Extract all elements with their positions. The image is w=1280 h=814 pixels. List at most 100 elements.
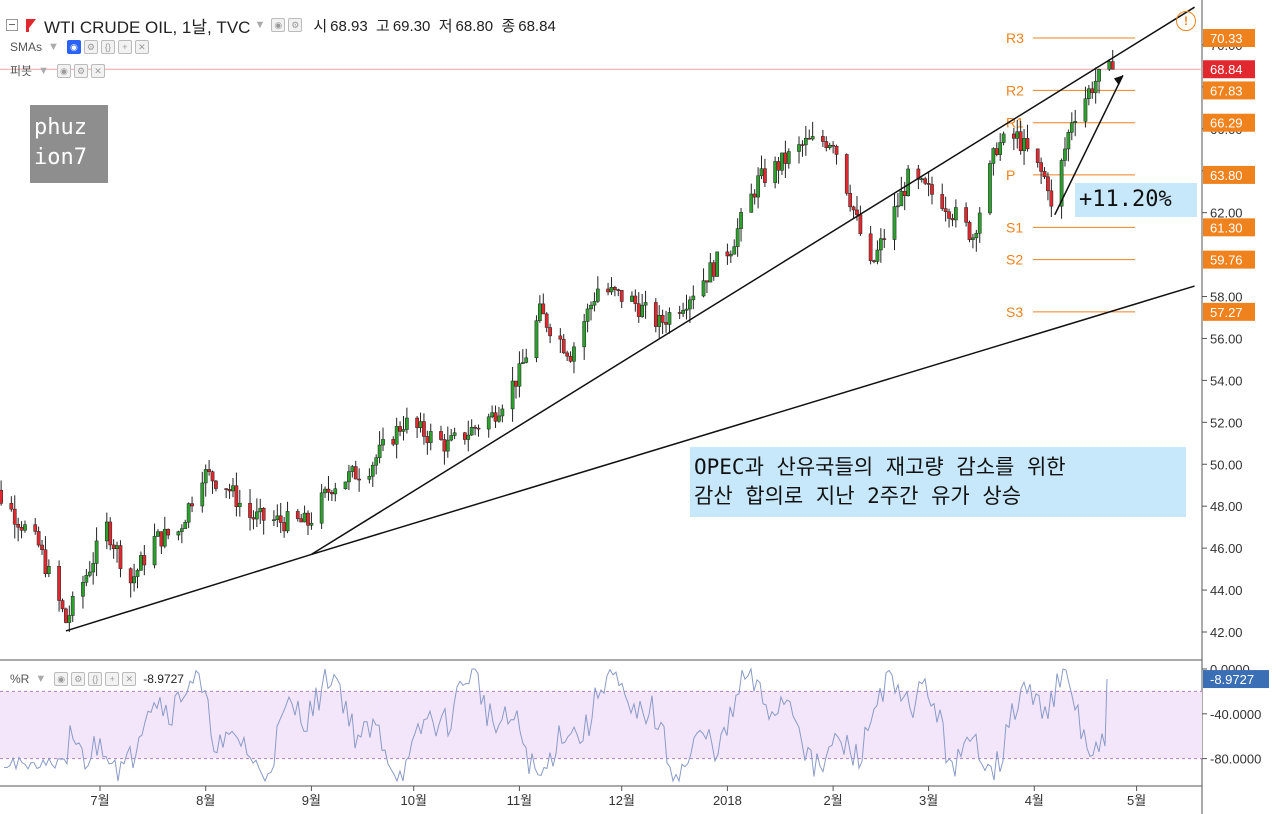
candle-body xyxy=(759,168,764,177)
candle-body xyxy=(357,478,361,481)
wr-legend[interactable]: %R ▼ ◉ ⚙ {} + ✕ -8.9727 xyxy=(10,672,184,686)
candle-body xyxy=(278,515,283,523)
candle-body xyxy=(439,431,443,440)
candle-body xyxy=(544,313,549,328)
candle-body xyxy=(800,144,805,146)
candle-body xyxy=(565,352,569,357)
candle-body xyxy=(493,412,498,422)
candle-body xyxy=(139,555,143,571)
candle-body xyxy=(128,568,133,584)
candle-body xyxy=(950,218,955,221)
candle-body xyxy=(497,415,501,422)
candle-body xyxy=(954,207,958,221)
candle-body xyxy=(786,151,791,164)
candle-body xyxy=(827,144,832,148)
candle-body xyxy=(998,142,1003,155)
symbol-flag-icon xyxy=(26,18,36,32)
candle-body xyxy=(1046,176,1050,192)
alert-icon[interactable]: ! xyxy=(1176,11,1196,31)
watermark: phuz ion7 xyxy=(30,105,108,183)
candle-body xyxy=(919,178,924,180)
chevron-down-icon[interactable]: ▼ xyxy=(38,64,49,77)
candle-body xyxy=(821,136,825,142)
candle-body xyxy=(248,502,252,518)
eye-icon[interactable]: ◉ xyxy=(271,18,286,32)
wr-line xyxy=(3,667,1108,783)
x-tick-label: 2월 xyxy=(824,793,843,808)
x-tick-label: 11월 xyxy=(507,793,532,808)
candle-body xyxy=(609,287,614,293)
pivot-legend[interactable]: 피봇 ▼ ◉ ⚙ ✕ xyxy=(10,62,108,79)
candle-body xyxy=(227,489,232,492)
candle-body xyxy=(183,521,188,529)
note-line-2: 감산 합의로 지난 2주간 유가 상승 xyxy=(694,484,1022,508)
candle-body xyxy=(1018,131,1023,151)
candle-body xyxy=(1042,171,1047,177)
candle-body xyxy=(258,507,263,513)
candle-body xyxy=(1001,133,1006,143)
eye-icon[interactable]: ◉ xyxy=(54,672,69,686)
candle-body xyxy=(899,190,904,207)
candle-body xyxy=(333,488,338,495)
candle-body xyxy=(1069,122,1074,133)
candle-body xyxy=(776,161,781,171)
sma-label: SMAs xyxy=(10,40,43,54)
candle-body xyxy=(548,327,552,337)
pivot-label: R3 xyxy=(1006,30,1024,46)
collapse-icon[interactable] xyxy=(6,19,18,31)
candle-body xyxy=(568,355,573,362)
pivot-price-tag xyxy=(1203,165,1255,184)
delete-icon[interactable]: ✕ xyxy=(122,672,137,686)
plus-icon[interactable]: + xyxy=(117,40,132,54)
candle-body xyxy=(967,222,972,240)
y-tick-label: 44.00 xyxy=(1210,583,1243,598)
x-tick-label: 4월 xyxy=(1025,793,1044,808)
candle-body xyxy=(589,304,593,310)
y-tick-label: 52.00 xyxy=(1210,415,1243,430)
candle-body xyxy=(1083,98,1088,122)
braces-icon[interactable]: {} xyxy=(88,672,103,686)
candle-body xyxy=(466,434,471,440)
chevron-down-icon[interactable]: ▼ xyxy=(48,41,59,53)
candle-body xyxy=(370,464,375,477)
annotation-note[interactable]: OPEC과 산유국들의 재고량 감소를 위한 감산 합의로 지난 2주간 유가 … xyxy=(690,447,1186,517)
chevron-down-icon[interactable]: ▼ xyxy=(254,19,266,31)
delete-icon[interactable]: ✕ xyxy=(90,63,105,78)
candle-body xyxy=(67,615,72,623)
candle-body xyxy=(684,308,689,311)
chevron-down-icon[interactable]: ▼ xyxy=(35,673,47,685)
percent-change-label[interactable]: +11.20% xyxy=(1075,183,1197,217)
gear-icon[interactable]: ⚙ xyxy=(73,63,88,78)
candle-body xyxy=(207,469,211,472)
delete-icon[interactable]: ✕ xyxy=(134,40,149,54)
chart-header: WTI CRUDE OIL, 1날, TVC ▼ ◉ ⚙ 시 68.93 고 69.… xyxy=(6,12,556,38)
candle-body xyxy=(405,417,409,430)
gear-icon[interactable]: ⚙ xyxy=(71,672,86,686)
gear-icon[interactable]: ⚙ xyxy=(83,40,98,54)
candle-body xyxy=(323,488,327,494)
candle-body xyxy=(633,295,638,304)
candle-body xyxy=(306,512,310,526)
sma-legend[interactable]: SMAs ▼ ◉ ⚙ {} + ✕ xyxy=(10,40,152,54)
plus-icon[interactable]: + xyxy=(105,672,120,686)
candle-body xyxy=(858,214,863,235)
candle-body xyxy=(572,346,576,362)
candle-body xyxy=(763,168,767,183)
candle-body xyxy=(176,531,181,536)
x-tick-label: 12월 xyxy=(608,793,634,808)
gear-icon[interactable]: ⚙ xyxy=(288,18,303,32)
candle-body xyxy=(558,335,563,340)
wr-value: -8.9727 xyxy=(143,672,184,686)
candle-body xyxy=(711,262,716,277)
eye-icon[interactable]: ◉ xyxy=(56,63,71,78)
candle-body xyxy=(831,144,835,147)
braces-icon[interactable]: {} xyxy=(100,40,115,54)
candle-body xyxy=(1073,121,1078,123)
eye-icon[interactable]: ◉ xyxy=(66,40,81,54)
candle-body xyxy=(1039,162,1043,172)
y-tick-label: 46.00 xyxy=(1210,541,1243,556)
candle-body xyxy=(582,321,587,348)
candle-body xyxy=(940,194,945,209)
